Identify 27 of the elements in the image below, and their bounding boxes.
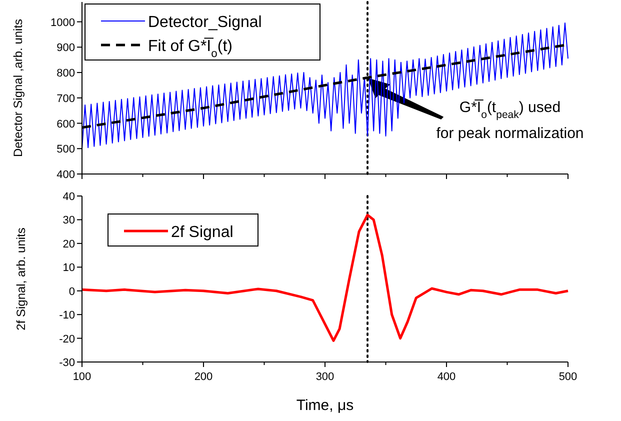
y-tick-label: 900 bbox=[56, 42, 75, 54]
legend-label: Fit of G*I̅$_{o}$(t) bbox=[148, 37, 232, 60]
y-tick-label: 800 bbox=[56, 68, 75, 80]
y-tick-label: 600 bbox=[56, 118, 75, 130]
y-tick-label: 400 bbox=[56, 169, 75, 181]
y-tick-label: 0 bbox=[68, 286, 75, 298]
y-tick-label: -10 bbox=[59, 310, 75, 322]
y-axis-title: 2f Signal, arb. units bbox=[14, 228, 28, 330]
x-tick-label: 200 bbox=[194, 371, 213, 383]
y-tick-label: 40 bbox=[62, 191, 75, 203]
y-tick-label: 10 bbox=[62, 262, 75, 274]
x-tick-label: 100 bbox=[72, 371, 92, 383]
x-tick-label: 400 bbox=[437, 371, 456, 383]
y-tick-label: 500 bbox=[56, 144, 75, 156]
y-tick-label: -20 bbox=[59, 333, 75, 346]
y-tick-label: 700 bbox=[56, 92, 75, 105]
legend-label: 2f Signal bbox=[171, 224, 234, 241]
y-tick-label: 20 bbox=[62, 238, 75, 250]
x-tick-label: 300 bbox=[316, 371, 334, 383]
annotation: G*I̅$_{o}$(t$_{peak}$) used for peak normalization bbox=[436, 99, 584, 142]
legend-label: Detector_Signal bbox=[148, 14, 262, 31]
y-tick-label: 1000 bbox=[50, 16, 75, 29]
y-axis-title: Detector Signal ,arb. units bbox=[11, 18, 25, 158]
y-tick-label: 30 bbox=[62, 214, 75, 227]
x-tick-label: 500 bbox=[558, 371, 578, 383]
x-axis-title: Time, μs bbox=[296, 397, 354, 414]
y-tick-label: -30 bbox=[59, 357, 75, 369]
